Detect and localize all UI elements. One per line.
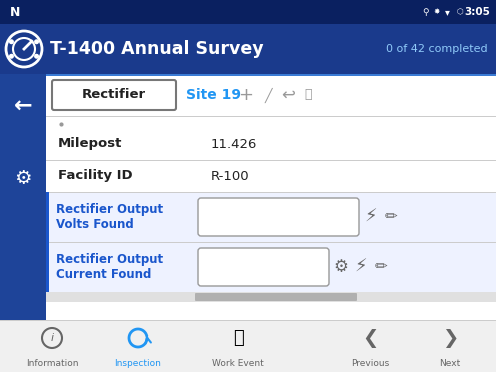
Circle shape <box>34 54 39 59</box>
Bar <box>46 74 496 116</box>
Text: ⚡: ⚡ <box>355 258 368 276</box>
Text: N: N <box>10 6 20 19</box>
Text: ↩: ↩ <box>281 86 295 104</box>
Text: ⚙: ⚙ <box>14 169 32 187</box>
Text: +: + <box>239 86 253 104</box>
Circle shape <box>13 38 35 60</box>
Bar <box>46 192 496 242</box>
Text: Inspection: Inspection <box>115 359 161 369</box>
Text: Rectifier Output: Rectifier Output <box>56 253 163 266</box>
FancyBboxPatch shape <box>198 248 329 286</box>
Circle shape <box>34 39 39 44</box>
Text: ✸: ✸ <box>434 7 440 16</box>
Text: ⬡: ⬡ <box>457 7 463 16</box>
Text: ❮: ❮ <box>362 328 378 347</box>
Text: Previous: Previous <box>351 359 389 369</box>
Text: ⚡: ⚡ <box>365 208 377 226</box>
Bar <box>46 116 496 117</box>
Text: ⚲: ⚲ <box>423 7 430 16</box>
Text: Site 19: Site 19 <box>186 88 241 102</box>
Text: ▾: ▾ <box>444 7 449 17</box>
FancyBboxPatch shape <box>195 293 357 301</box>
Text: 0 of 42 completed: 0 of 42 completed <box>386 44 488 54</box>
Text: Work Event: Work Event <box>212 359 264 369</box>
Text: Current Found: Current Found <box>56 269 151 282</box>
Text: T-1400 Annual Survey: T-1400 Annual Survey <box>50 40 264 58</box>
Bar <box>46 292 496 302</box>
Bar <box>46 128 496 160</box>
FancyBboxPatch shape <box>198 198 359 236</box>
Bar <box>0 320 496 321</box>
Bar <box>46 74 496 320</box>
Bar <box>46 242 49 292</box>
Text: ←: ← <box>14 96 32 116</box>
Circle shape <box>9 39 14 44</box>
Bar <box>46 242 496 292</box>
Text: R-100: R-100 <box>211 170 249 183</box>
Bar <box>0 24 496 74</box>
Text: ╱: ╱ <box>264 87 272 103</box>
Bar <box>46 160 496 192</box>
Text: ✏: ✏ <box>374 260 387 275</box>
Text: ⚙: ⚙ <box>334 258 348 276</box>
Text: Rectifier Output: Rectifier Output <box>56 202 163 215</box>
Bar <box>46 192 496 193</box>
Bar <box>0 0 496 24</box>
Text: Facility ID: Facility ID <box>58 170 132 183</box>
Text: Rectifier: Rectifier <box>82 89 146 102</box>
Text: 11.426: 11.426 <box>211 138 257 151</box>
Text: 3:05: 3:05 <box>464 7 490 17</box>
Circle shape <box>6 31 42 67</box>
Bar <box>0 74 496 76</box>
Circle shape <box>9 54 14 59</box>
Text: Next: Next <box>439 359 461 369</box>
FancyBboxPatch shape <box>52 80 176 110</box>
Bar <box>0 320 496 372</box>
Text: i: i <box>51 333 54 343</box>
Text: 🗑: 🗑 <box>304 89 312 102</box>
Bar <box>46 242 496 243</box>
Bar <box>46 160 496 161</box>
Text: ❯: ❯ <box>442 328 458 347</box>
Bar <box>0 74 46 320</box>
Text: Information: Information <box>26 359 78 369</box>
Text: Volts Found: Volts Found <box>56 218 134 231</box>
Text: Milepost: Milepost <box>58 138 123 151</box>
Text: 🔧: 🔧 <box>233 329 244 347</box>
Bar <box>46 192 49 242</box>
Text: ✏: ✏ <box>384 209 397 224</box>
